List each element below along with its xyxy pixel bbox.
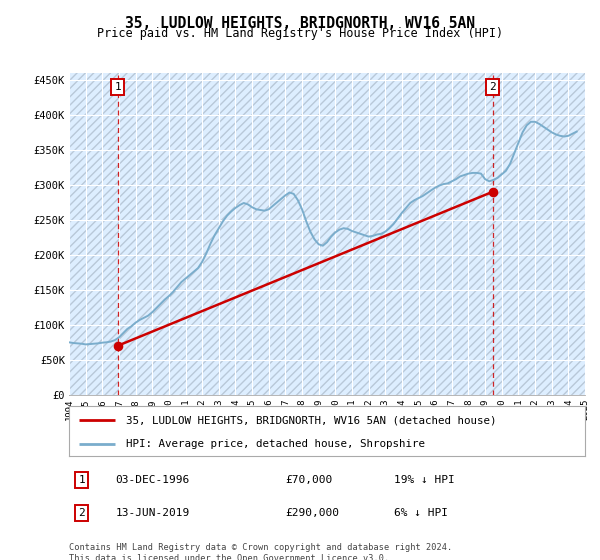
Text: 2: 2 bbox=[489, 82, 496, 92]
Text: 03-DEC-1996: 03-DEC-1996 bbox=[115, 475, 190, 485]
Text: 13-JUN-2019: 13-JUN-2019 bbox=[115, 508, 190, 518]
Text: HPI: Average price, detached house, Shropshire: HPI: Average price, detached house, Shro… bbox=[126, 439, 425, 449]
Text: 1: 1 bbox=[79, 475, 85, 485]
Text: £290,000: £290,000 bbox=[286, 508, 340, 518]
Text: £70,000: £70,000 bbox=[286, 475, 333, 485]
Text: Price paid vs. HM Land Registry's House Price Index (HPI): Price paid vs. HM Land Registry's House … bbox=[97, 27, 503, 40]
Text: Contains HM Land Registry data © Crown copyright and database right 2024.
This d: Contains HM Land Registry data © Crown c… bbox=[69, 543, 452, 560]
Text: 35, LUDLOW HEIGHTS, BRIDGNORTH, WV16 5AN: 35, LUDLOW HEIGHTS, BRIDGNORTH, WV16 5AN bbox=[125, 16, 475, 31]
Text: 2: 2 bbox=[79, 508, 85, 518]
Text: 6% ↓ HPI: 6% ↓ HPI bbox=[394, 508, 448, 518]
Point bbox=[113, 342, 122, 351]
Text: 19% ↓ HPI: 19% ↓ HPI bbox=[394, 475, 455, 485]
Text: 1: 1 bbox=[114, 82, 121, 92]
Text: 35, LUDLOW HEIGHTS, BRIDGNORTH, WV16 5AN (detached house): 35, LUDLOW HEIGHTS, BRIDGNORTH, WV16 5AN… bbox=[126, 415, 496, 425]
Point bbox=[488, 188, 497, 197]
